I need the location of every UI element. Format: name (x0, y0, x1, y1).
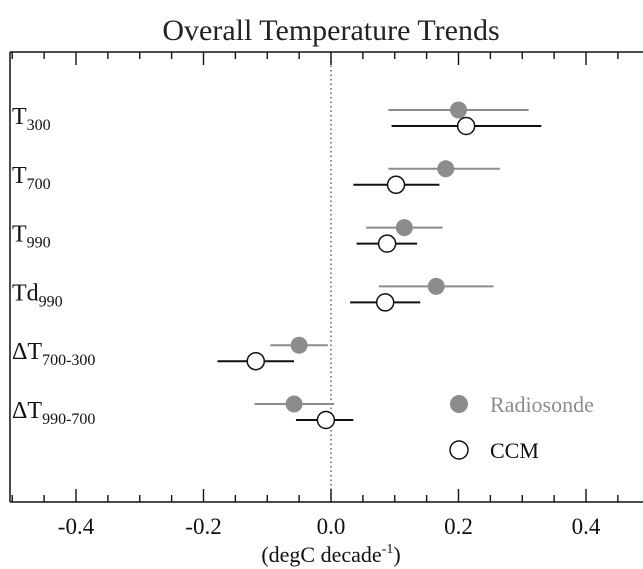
radiosonde-point (395, 219, 413, 237)
legend: Radiosonde CCM (449, 392, 594, 463)
category-label: T700 (12, 163, 51, 193)
radiosonde-point (437, 160, 455, 178)
radiosonde-legend-marker (450, 395, 468, 413)
category-label-subscript: 300 (27, 117, 51, 134)
category-label-base: T (12, 222, 27, 248)
category-label-base: ΔT (12, 339, 42, 365)
chart-title: Overall Temperature Trends (162, 14, 499, 47)
data-marks (217, 101, 542, 430)
ccm-legend-label: CCM (490, 438, 539, 463)
ccm-point (375, 293, 395, 312)
category-label-subscript: 700-300 (42, 352, 95, 369)
x-tick-label: -0.2 (185, 514, 221, 539)
category-label-base: Td (12, 280, 39, 306)
category-label: ΔT990-700 (12, 398, 95, 428)
category-label-subscript: 990-700 (42, 411, 95, 428)
x-tick-label: 0.4 (572, 514, 601, 539)
category-label-base: T (12, 104, 27, 130)
x-axis-label-sup: -1 (382, 542, 394, 557)
ccm-point (246, 351, 266, 371)
radiosonde-legend-label: Radiosonde (490, 392, 594, 417)
category-label: Td990 (12, 280, 63, 310)
ccm-legend-marker (449, 440, 469, 460)
x-tick-label: 0.2 (444, 514, 473, 539)
category-label-subscript: 990 (27, 235, 51, 252)
ccm-point (386, 175, 406, 195)
category-label-base: ΔT (12, 398, 42, 424)
x-tick-label: 0.0 (317, 514, 346, 539)
ccm-point (316, 410, 336, 430)
x-axis-label-main: (degC decade (261, 542, 381, 567)
radiosonde-point (450, 101, 467, 119)
category-label: T990 (12, 222, 51, 252)
ccm-point (377, 234, 397, 253)
x-tick-label: -0.4 (58, 514, 95, 539)
x-axis-ticks: -0.4 -0.2 0.0 0.2 0.4 (11, 52, 619, 539)
category-label-subscript: 990 (39, 293, 63, 310)
category-label-subscript: 700 (27, 176, 51, 193)
radiosonde-point (290, 336, 308, 354)
x-axis-label-end: ) (393, 542, 400, 567)
x-axis-label: (degC decade-1) (261, 542, 400, 567)
category-label-base: T (12, 163, 27, 189)
radiosonde-point (427, 277, 445, 295)
radiosonde-point (285, 395, 303, 413)
category-label: ΔT700-300 (12, 339, 95, 369)
ccm-point (456, 116, 476, 136)
category-label: T300 (12, 104, 51, 134)
